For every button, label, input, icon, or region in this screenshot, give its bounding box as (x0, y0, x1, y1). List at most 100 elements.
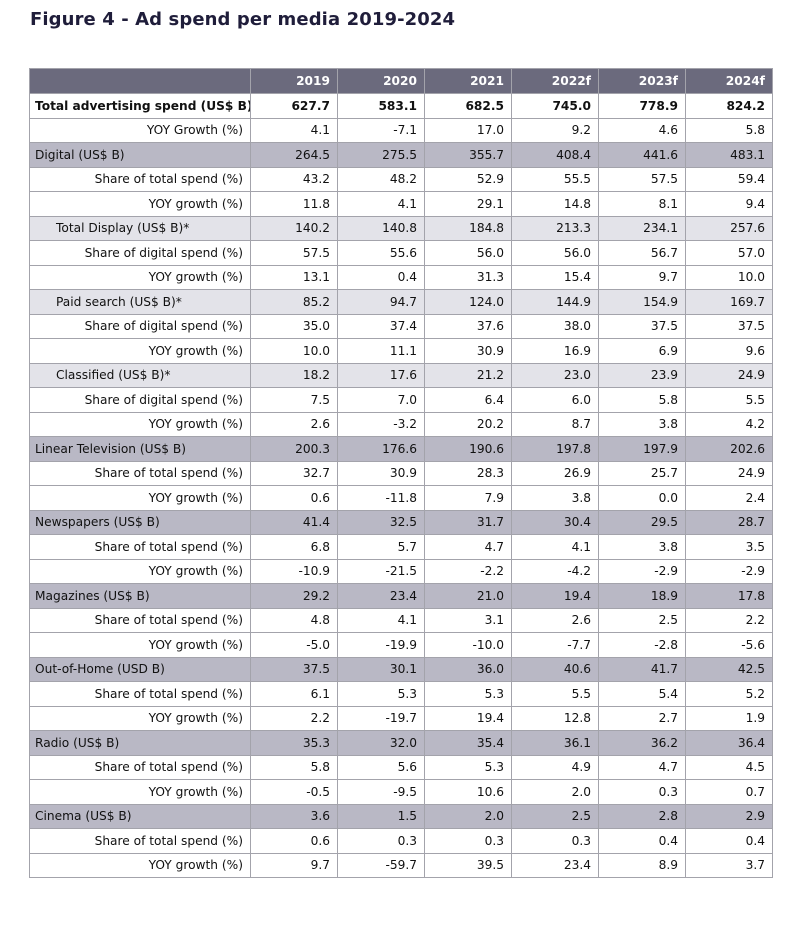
table-row: YOY growth (%) -5.0 -19.9 -10.0 -7.7 -2.8 -5.6 (29, 632, 773, 658)
value-cell: 275.5 (337, 142, 425, 168)
value-cell: 176.6 (337, 436, 425, 462)
value-cell: 0.3 (337, 828, 425, 854)
value-cell: 5.6 (337, 754, 425, 780)
value-cell: 5.7 (337, 534, 425, 560)
row-label: Share of total spend (%) (29, 166, 251, 192)
value-cell: 55.5 (511, 166, 599, 192)
value-cell: 169.7 (685, 289, 773, 315)
value-cell: 1.5 (337, 803, 425, 829)
table-row: YOY growth (%) -10.9 -21.5 -2.2 -4.2 -2.9 -2.9 (29, 558, 773, 584)
value-cell: 35.0 (250, 313, 338, 339)
value-cell: 4.1 (250, 117, 338, 143)
column-header: 2021 (424, 68, 512, 94)
row-label: Share of total spend (%) (29, 534, 251, 560)
value-cell: -7.7 (511, 632, 599, 658)
value-cell: 5.3 (424, 754, 512, 780)
row-label: Radio (US$ B) (29, 730, 251, 756)
row-label: Linear Television (US$ B) (29, 436, 251, 462)
value-cell: 41.4 (250, 509, 338, 535)
table-row: Share of digital spend (%) 57.5 55.6 56.0 56… (29, 240, 773, 266)
value-cell: 200.3 (250, 436, 338, 462)
value-cell: 8.7 (511, 411, 599, 437)
value-cell: 2.8 (598, 803, 686, 829)
table-row: Newspapers (US$ B) 41.4 32.5 31.7 30.4 29.5 28… (29, 509, 773, 535)
table-row: Magazines (US$ B) 29.2 23.4 21.0 19.4 18.9 17.… (29, 583, 773, 609)
value-cell: 12.8 (511, 705, 599, 731)
value-cell: -4.2 (511, 558, 599, 584)
value-cell: 37.5 (250, 656, 338, 682)
value-cell: 264.5 (250, 142, 338, 168)
value-cell: 56.0 (511, 240, 599, 266)
table-row: Share of total spend (%) 6.8 5.7 4.7 4.1 3.8 3… (29, 534, 773, 560)
value-cell: -0.5 (250, 779, 338, 805)
value-cell: 3.8 (511, 485, 599, 511)
table-row: Share of total spend (%) 43.2 48.2 52.9 55.5… (29, 166, 773, 192)
value-cell: 5.2 (685, 681, 773, 707)
value-cell: 0.6 (250, 485, 338, 511)
table-row: YOY growth (%) 9.7 -59.7 39.5 23.4 8.9 3.7 (29, 852, 773, 878)
value-cell: 144.9 (511, 289, 599, 315)
table-row: Share of digital spend (%) 7.5 7.0 6.4 6.0 5.… (29, 387, 773, 413)
value-cell: 10.6 (424, 779, 512, 805)
value-cell: -5.0 (250, 632, 338, 658)
value-cell: 37.4 (337, 313, 425, 339)
row-label: YOY growth (%) (29, 852, 251, 878)
value-cell: 4.9 (511, 754, 599, 780)
table-row: Paid search (US$ B)* 85.2 94.7 124.0 144.9 15… (29, 289, 773, 315)
value-cell: -3.2 (337, 411, 425, 437)
table-header-row: 2019 2020 2021 2022f 2023f 2024f (29, 68, 773, 94)
value-cell: 25.7 (598, 460, 686, 486)
value-cell: 35.4 (424, 730, 512, 756)
value-cell: 26.9 (511, 460, 599, 486)
value-cell: 824.2 (685, 93, 773, 119)
value-cell: 24.9 (685, 362, 773, 388)
value-cell: 4.1 (337, 191, 425, 217)
value-cell: 6.9 (598, 338, 686, 364)
column-header: 2022f (511, 68, 599, 94)
value-cell: 17.0 (424, 117, 512, 143)
value-cell: 18.2 (250, 362, 338, 388)
row-label: YOY Growth (%) (29, 117, 251, 143)
value-cell: 29.1 (424, 191, 512, 217)
value-cell: 3.1 (424, 607, 512, 633)
column-header: 2023f (598, 68, 686, 94)
value-cell: 23.9 (598, 362, 686, 388)
row-label: Share of digital spend (%) (29, 240, 251, 266)
value-cell: 8.9 (598, 852, 686, 878)
row-label: YOY growth (%) (29, 558, 251, 584)
value-cell: 8.1 (598, 191, 686, 217)
value-cell: 483.1 (685, 142, 773, 168)
column-header: 2024f (685, 68, 773, 94)
value-cell: -21.5 (337, 558, 425, 584)
value-cell: 5.4 (598, 681, 686, 707)
table-row: YOY growth (%) 11.8 4.1 29.1 14.8 8.1 9.4 (29, 191, 773, 217)
table-row: YOY growth (%) 2.2 -19.7 19.4 12.8 2.7 1.9 (29, 705, 773, 731)
table-row: Share of total spend (%) 6.1 5.3 5.3 5.5 5.4 5… (29, 681, 773, 707)
value-cell: 0.0 (598, 485, 686, 511)
value-cell: 21.2 (424, 362, 512, 388)
value-cell: 39.5 (424, 852, 512, 878)
row-label: YOY growth (%) (29, 779, 251, 805)
value-cell: 55.6 (337, 240, 425, 266)
value-cell: 10.0 (685, 264, 773, 290)
value-cell: 31.7 (424, 509, 512, 535)
table-row: YOY growth (%) 0.6 -11.8 7.9 3.8 0.0 2.4 (29, 485, 773, 511)
value-cell: -7.1 (337, 117, 425, 143)
value-cell: 2.5 (511, 803, 599, 829)
row-label: Newspapers (US$ B) (29, 509, 251, 535)
figure-title: Figure 4 - Ad spend per media 2019-2024 (30, 9, 456, 30)
value-cell: 20.2 (424, 411, 512, 437)
value-cell: 5.8 (685, 117, 773, 143)
value-cell: 16.9 (511, 338, 599, 364)
row-label: Total advertising spend (US$ B) (29, 93, 251, 119)
value-cell: 5.8 (598, 387, 686, 413)
value-cell: 56.0 (424, 240, 512, 266)
row-label: Share of total spend (%) (29, 828, 251, 854)
table-row: Total Display (US$ B)* 140.2 140.8 184.8 213… (29, 215, 773, 241)
value-cell: 41.7 (598, 656, 686, 682)
value-cell: 0.4 (337, 264, 425, 290)
value-cell: 32.7 (250, 460, 338, 486)
value-cell: 2.6 (250, 411, 338, 437)
value-cell: 3.5 (685, 534, 773, 560)
header-label-cell (29, 68, 251, 94)
